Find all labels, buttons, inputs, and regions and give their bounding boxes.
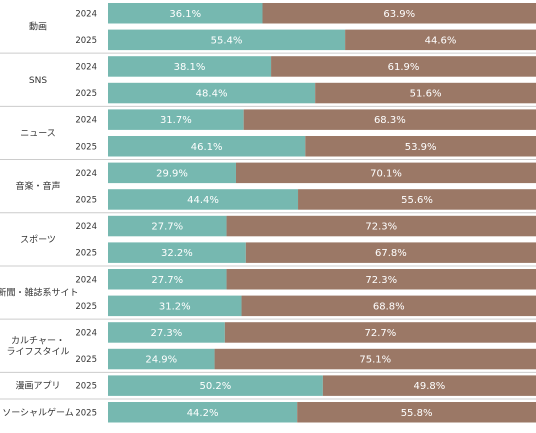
data-label-b: 67.8%: [375, 248, 407, 259]
year-label: 2024: [75, 9, 97, 19]
data-label-b: 55.6%: [401, 195, 433, 206]
data-label-a: 44.4%: [187, 195, 219, 206]
data-label-b: 61.9%: [388, 62, 420, 73]
bar-segment-b: [226, 269, 536, 290]
data-label-a: 29.9%: [156, 168, 188, 179]
bar-segment-b: [305, 136, 536, 157]
year-label: 2025: [75, 249, 97, 259]
data-label-a: 27.7%: [151, 275, 183, 286]
category-label: 漫画アプリ: [15, 380, 60, 392]
year-label: 2025: [75, 89, 97, 99]
data-label-b: 49.8%: [414, 381, 446, 392]
bar-segment-a: [108, 162, 236, 184]
category-label: SNS: [29, 76, 47, 86]
bar-segment-b: [226, 215, 536, 237]
year-label: 2024: [75, 169, 97, 179]
bar-segment-a: [108, 348, 215, 370]
category-label: 音楽・音声: [15, 180, 60, 192]
bar-segment-a: [108, 56, 272, 77]
data-label-b: 55.8%: [401, 408, 433, 419]
data-label-b: 72.7%: [365, 328, 397, 339]
bar-segment-b: [262, 3, 536, 24]
category-label: 動画: [29, 22, 47, 33]
year-label: 2025: [75, 302, 97, 312]
bar-segment-a: [108, 295, 242, 317]
bar-segment-b: [345, 29, 536, 51]
category-label: ニュース: [20, 129, 56, 139]
bar-segment-a: [108, 109, 244, 130]
year-label: 2024: [75, 116, 97, 126]
data-label-b: 68.3%: [374, 115, 406, 126]
bar-segment-a: [108, 3, 263, 24]
year-label: 2025: [75, 408, 97, 418]
bar-segment-b: [243, 109, 536, 130]
data-label-a: 36.1%: [169, 9, 201, 20]
year-label: 2025: [75, 382, 97, 392]
data-label-b: 75.1%: [359, 355, 391, 366]
data-label-a: 31.7%: [160, 115, 192, 126]
data-label-a: 55.4%: [211, 35, 243, 46]
data-label-b: 63.9%: [383, 9, 415, 20]
year-label: 2025: [75, 355, 97, 365]
bar-segment-a: [108, 215, 227, 237]
data-label-b: 53.9%: [405, 142, 437, 153]
bar-segment-b: [214, 348, 536, 370]
bar-segment-a: [108, 402, 298, 423]
category-label: ソーシャルゲーム: [2, 406, 74, 418]
bar-segment-a: [108, 82, 316, 104]
bar-segment-b: [241, 295, 536, 317]
year-label: 2025: [75, 36, 97, 46]
bar-segment-a: [108, 322, 225, 343]
bar-segment-b: [322, 375, 536, 396]
year-label: 2024: [75, 62, 97, 72]
data-label-a: 48.4%: [196, 89, 228, 100]
data-label-a: 44.2%: [187, 408, 219, 419]
year-label: 2025: [75, 195, 97, 205]
data-label-a: 31.2%: [159, 301, 191, 312]
bar-segment-a: [108, 242, 246, 263]
data-label-b: 72.3%: [365, 222, 397, 233]
data-label-b: 44.6%: [425, 35, 457, 46]
category-label: 新聞・雑誌系サイト: [0, 287, 79, 299]
data-label-b: 68.8%: [373, 301, 405, 312]
data-label-a: 32.2%: [161, 248, 193, 259]
year-label: 2024: [75, 222, 97, 232]
bar-segment-a: [108, 189, 299, 210]
year-label: 2024: [75, 275, 97, 285]
bar-segment-b: [235, 162, 536, 184]
bar-segment-a: [108, 375, 323, 396]
bar-segment-b: [298, 189, 536, 210]
year-label: 2024: [75, 328, 97, 338]
data-label-b: 70.1%: [370, 168, 402, 179]
data-label-a: 50.2%: [200, 381, 232, 392]
data-label-a: 27.7%: [151, 222, 183, 233]
bar-segment-b: [315, 82, 536, 104]
bar-segment-b: [245, 242, 536, 263]
bar-segment-a: [108, 269, 227, 290]
bar-segment-b: [224, 322, 536, 343]
bar-segment-a: [108, 29, 346, 51]
data-label-a: 38.1%: [174, 62, 206, 73]
data-label-b: 51.6%: [410, 89, 442, 100]
data-label-a: 27.3%: [151, 328, 183, 339]
bar-segment-b: [271, 56, 536, 77]
year-label: 2025: [75, 142, 97, 152]
data-label-b: 72.3%: [365, 275, 397, 286]
data-label-a: 46.1%: [191, 142, 223, 153]
category-label: カルチャー・ライフスタイル: [6, 335, 69, 357]
category-label: スポーツ: [20, 234, 56, 245]
bar-segment-b: [297, 402, 536, 423]
data-label-a: 24.9%: [145, 355, 177, 366]
bar-segment-a: [108, 136, 306, 157]
